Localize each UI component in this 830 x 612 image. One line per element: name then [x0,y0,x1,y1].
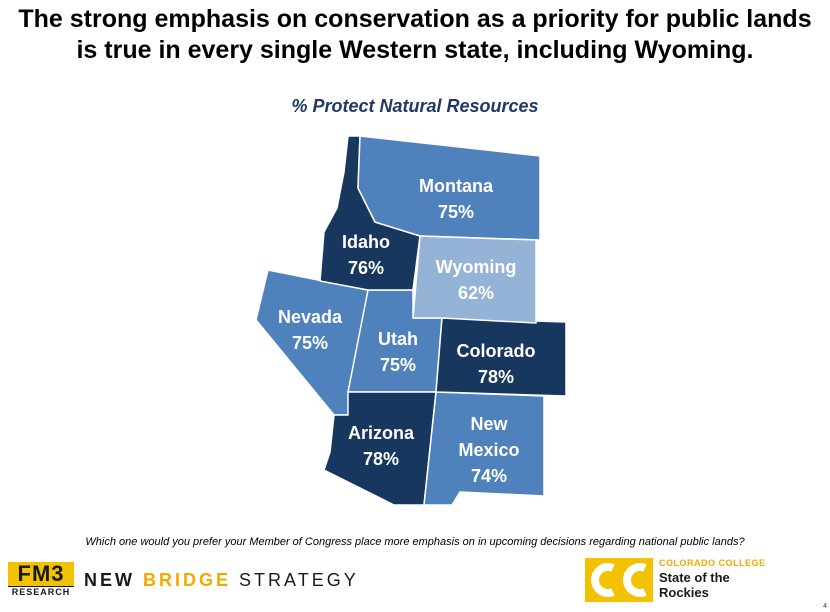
state-wyoming [412,235,537,324]
label-new-mexico-name-1: New [470,414,508,434]
label-new-mexico-name-2: Mexico [458,440,519,460]
label-arizona-name: Arizona [348,423,415,443]
slide-title: The strong emphasis on conservation as a… [0,4,830,66]
label-idaho-name: Idaho [342,232,390,252]
label-utah-name: Utah [378,329,418,349]
title-line-1: The strong emphasis on conservation as a… [18,5,812,33]
label-utah-value: 75% [380,355,416,375]
label-colorado-name: Colorado [457,341,536,361]
label-montana-name: Montana [419,176,494,196]
fm3-logo-subtext: RESEARCH [8,586,74,598]
label-arizona-value: 78% [363,449,399,469]
label-wyoming-value: 62% [458,283,494,303]
cc-logo-icon [585,558,653,602]
label-idaho-value: 76% [348,258,384,278]
nbs-word-new: NEW [84,570,135,590]
label-nevada-value: 75% [292,333,328,353]
colorado-college-logo: COLORADO COLLEGE State of the Rockies [585,556,785,606]
label-montana-value: 75% [438,202,474,222]
label-nevada-name: Nevada [278,307,343,327]
fm3-logo-mark: FM3 [8,562,74,586]
nbs-word-bridge: BRIDGE [143,570,232,590]
map-subtitle: % Protect Natural Resources [291,96,539,116]
label-new-mexico-value: 74% [471,466,507,486]
survey-question: Which one would you prefer your Member o… [85,536,745,548]
new-bridge-strategy-logo: NEW BRIDGE STRATEGY [84,570,359,591]
title-line-2: is true in every single Western state, i… [76,36,754,64]
nbs-word-strategy: STRATEGY [239,570,359,590]
cc-program-name: State of the Rockies [659,570,730,600]
label-wyoming-name: Wyoming [436,257,517,277]
page-number: 4 [823,603,827,610]
cc-college-name: COLORADO COLLEGE [659,558,766,568]
fm3-research-logo: FM3 RESEARCH [8,562,74,598]
label-colorado-value: 78% [478,367,514,387]
